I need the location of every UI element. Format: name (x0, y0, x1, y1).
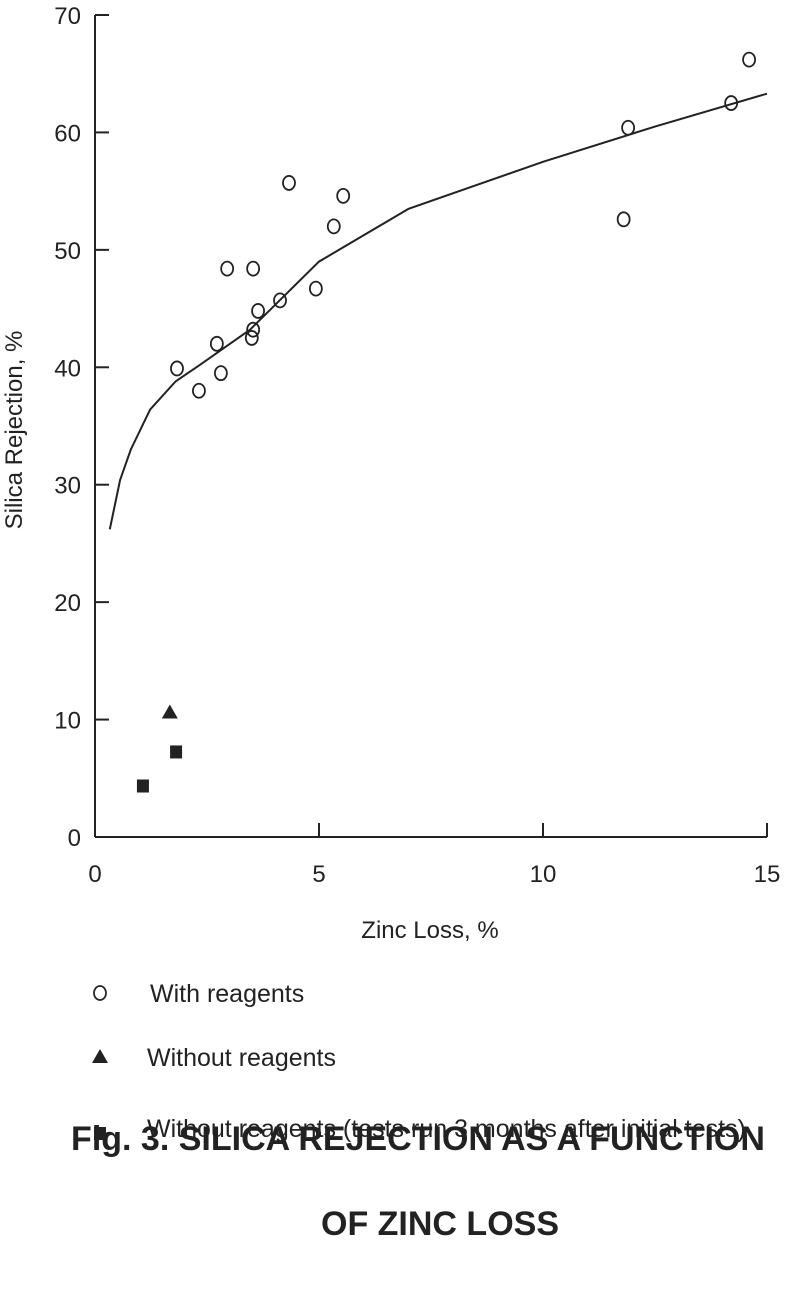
legend-symbol (93, 985, 107, 1001)
data-point (326, 218, 341, 235)
data-point (742, 51, 756, 68)
y-tick-label: 60 (54, 120, 81, 147)
x-axis-label: Zinc Loss, % (361, 917, 498, 944)
y-axis-label: Silica Rejection, % (1, 331, 28, 530)
x-tick-label: 0 (88, 861, 101, 888)
data-point (244, 330, 259, 346)
data-point (282, 175, 296, 191)
y-tick-label: 10 (54, 708, 81, 735)
data-point (192, 382, 206, 399)
data-point (209, 335, 224, 352)
legend-symbol (92, 1049, 108, 1063)
legend-symbol (94, 1127, 106, 1140)
data-point (170, 360, 184, 377)
data-point (724, 95, 739, 111)
data-point (213, 365, 228, 382)
data-point (246, 260, 261, 277)
x-tick-label: 5 (312, 861, 325, 888)
data-point (251, 303, 265, 319)
y-tick-label: 20 (54, 590, 81, 617)
data-point (136, 779, 149, 793)
chart-title: OF ZINC LOSS (321, 1205, 559, 1243)
y-tick-label: 70 (54, 3, 81, 30)
fit-curve (108, 92, 768, 530)
data-point (246, 321, 261, 338)
y-tick-label: 30 (54, 473, 81, 500)
y-tick-label: 40 (54, 355, 81, 382)
y-tick-label: 50 (54, 238, 81, 265)
data-point (170, 745, 183, 759)
data-point (308, 280, 323, 297)
legend-label: Without reagents (147, 1044, 336, 1072)
legend-label: With reagents (150, 980, 304, 1008)
x-tick-label: 10 (530, 861, 557, 888)
data-point (273, 292, 287, 309)
x-tick-label: 15 (754, 861, 781, 888)
data-point (161, 704, 178, 719)
chart-title: Fig. 3. SILICA REJECTION AS A FUNCTION (71, 1120, 765, 1158)
data-point (336, 187, 351, 204)
data-point (616, 211, 631, 228)
legend-label: Without reagents (tests run 3 months aft… (147, 1115, 746, 1143)
y-tick-label: 0 (68, 825, 81, 852)
data-point (621, 119, 636, 136)
data-point (220, 260, 235, 277)
